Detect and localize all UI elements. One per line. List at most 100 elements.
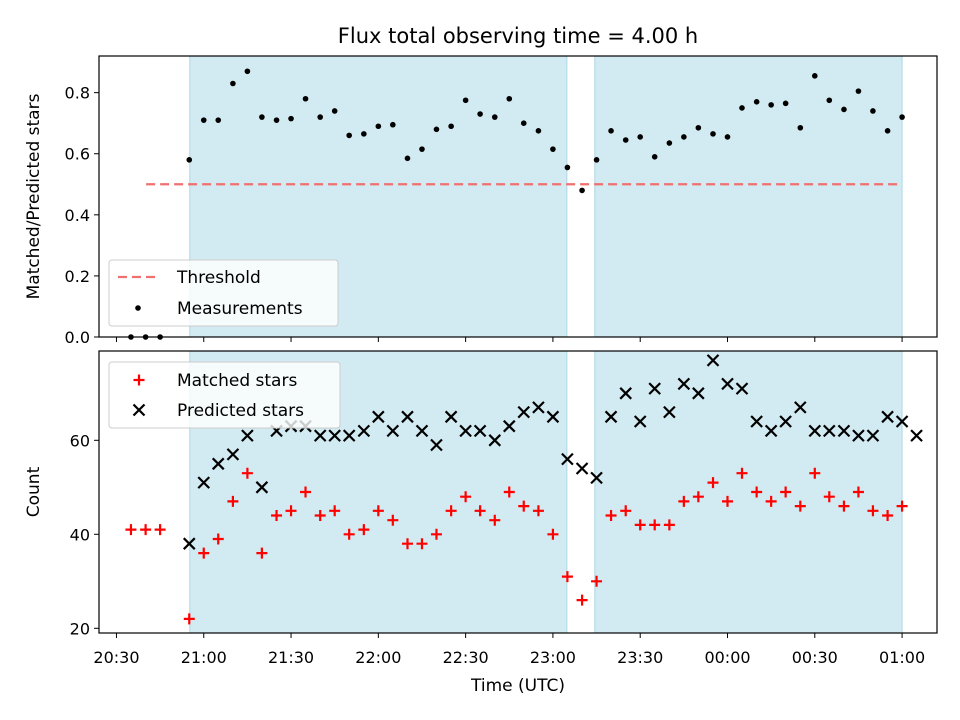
matched-star-point [561,571,573,583]
measurement-point [695,124,702,131]
matched-star-point [387,514,399,526]
measurement-point [870,108,876,114]
matched-star-point [532,505,544,517]
top-y-tick-label: 0.8 [65,84,90,103]
matched-star-point [838,500,850,512]
matched-star-point [896,500,908,512]
predicted-star-point [837,424,851,438]
predicted-star-point [401,410,414,424]
matched-star-point [663,519,675,531]
predicted-star-point [197,476,211,489]
matched-star-point [474,505,486,517]
matched-star-point [227,495,239,507]
x-tick-label: 22:30 [443,648,489,667]
matched-star-point [649,519,661,531]
matched-star-point [241,467,253,479]
x-tick-label: 21:00 [181,648,227,667]
measurement-point [404,155,411,162]
x-tick-label: 00:00 [704,648,750,667]
matched-star-point [518,500,530,512]
matched-star-point [183,613,195,625]
matched-star-point [736,467,748,479]
top-y-tick-label: 0.6 [65,145,90,164]
matched-star-point [576,594,588,606]
predicted-star-point [444,410,458,424]
legend-predicted-swatch [132,403,146,417]
matched-star-point [634,519,646,531]
matched-star-point [751,486,763,498]
matched-star-point [460,491,472,503]
matched-star-point [329,505,341,517]
bottom-panel: 20 40 60 Count 20:30 21:00 21:30 22:00 22:30 23:0… [24,350,938,667]
predicted-star-point [430,438,443,452]
top-y-tick-label: 0.4 [65,206,90,225]
bottom-y-tick-label: 60 [70,431,90,450]
matched-star-point [794,500,806,512]
predicted-star-point [706,354,720,367]
chart-title: Flux total observing time = 4.00 h [338,24,698,48]
x-tick-label: 22:00 [355,648,401,667]
measurement-point [520,120,527,126]
matched-star-point [722,495,733,507]
legend-threshold-label: Threshold [176,268,261,288]
legend-predicted-label: Predicted stars [177,401,304,421]
measurement-point [739,105,745,111]
x-tick-label: 20:30 [93,648,139,667]
predicted-star-point [459,424,472,438]
bottom-legend-box [108,361,341,429]
bottom-axes-frame [98,350,938,634]
matched-star-point [692,491,704,503]
matched-star-point [256,547,268,559]
measurement-point [375,123,382,130]
matched-star-point [547,528,559,540]
predicted-star-point [255,481,269,494]
predicted-star-point [895,415,909,428]
bottom-legend: Matched stars Predicted stars [108,361,341,429]
top-y-tick-label: 0.2 [65,267,90,286]
measurement-point [608,128,614,134]
predicted-star-point [779,415,792,428]
measurement-point [186,157,193,163]
measurement-point [622,137,629,143]
measurement-point [361,131,367,137]
predicted-star-point [532,401,545,414]
legend-matched-swatch [133,374,145,386]
matched-star-point [591,575,603,587]
bottom-observing-window-1 [594,351,903,633]
predicted-star-point [648,382,661,395]
predicted-star-point [619,387,632,400]
measurement-point [215,117,222,123]
predicted-star-point [473,424,487,438]
measurement-point [550,146,556,152]
x-tick-label: 23:00 [530,648,576,667]
matched-star-point [401,538,413,550]
top-panel: 0.0 0.2 0.4 0.6 0.8 Matched/Predicted stars Th… [24,55,938,347]
bottom-y-axis-label: Count [24,466,44,517]
measurement-point [593,157,600,163]
measurement-point [259,114,265,120]
matched-star-point [271,510,283,521]
predicted-star-point [794,401,807,414]
measurement-point [724,134,731,140]
measurement-point [651,153,658,160]
predicted-star-point [633,415,647,428]
measurement-point [302,95,309,102]
matched-star-point [780,486,792,498]
matched-star-point [678,495,690,507]
measurement-point [419,146,425,152]
predicted-star-point [692,387,705,400]
top-axes-frame [98,55,938,338]
predicted-star-point [328,429,341,442]
measurement-point [564,164,571,171]
predicted-star-point [750,415,763,428]
measurement-point [637,134,644,140]
predicted-star-point [590,471,603,485]
matched-star-point [314,510,326,521]
predicted-star-point [313,429,327,442]
measurement-point [753,99,760,105]
predicted-star-point [182,537,196,550]
predicted-star-point [342,429,356,442]
measurement-point [811,73,818,79]
measurement-point [579,187,585,194]
matched-star-point [212,533,224,545]
